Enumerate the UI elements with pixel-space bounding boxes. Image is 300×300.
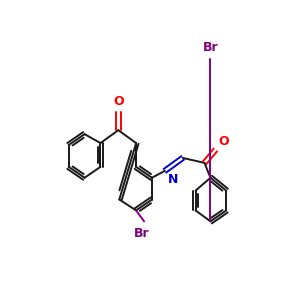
Text: N: N: [168, 173, 178, 186]
Text: O: O: [113, 95, 124, 108]
Text: O: O: [218, 135, 229, 148]
Text: Br: Br: [134, 227, 150, 240]
Text: Br: Br: [202, 41, 218, 54]
